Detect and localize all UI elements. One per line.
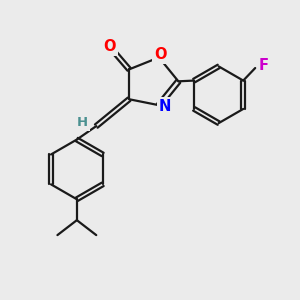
Text: H: H: [77, 116, 88, 129]
Text: F: F: [259, 58, 269, 73]
Text: O: O: [154, 47, 167, 62]
Text: O: O: [103, 40, 116, 55]
Text: N: N: [159, 99, 171, 114]
